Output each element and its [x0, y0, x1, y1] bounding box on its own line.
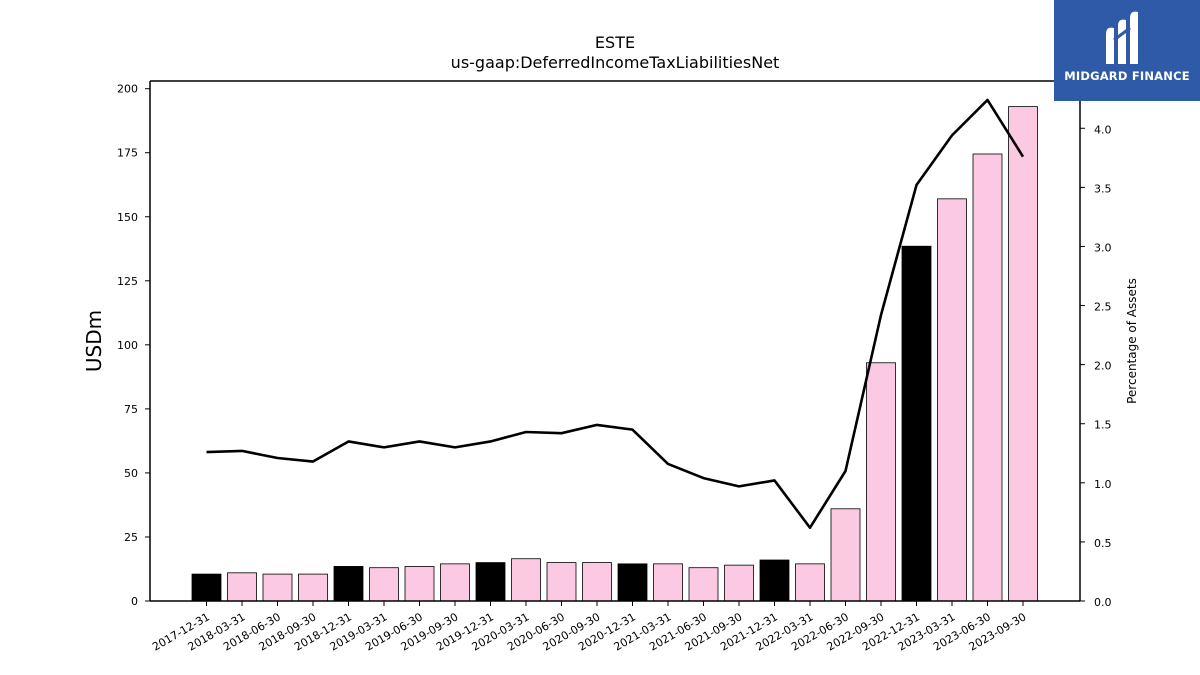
y-tick-label: 150: [117, 211, 138, 224]
bar: [866, 362, 896, 602]
y-tick-label: 125: [117, 275, 138, 288]
series-line: [206, 98, 1025, 530]
bar: [617, 563, 648, 602]
plot-area: 0 25 50 75 100 125 150 175 200 0.0 0.5 1.0 1.5 2.0 2.5…: [117, 80, 1112, 654]
bar: [795, 563, 825, 602]
logo-text: MIDGARD FINANCE: [1064, 69, 1190, 83]
y-tick-label: 175: [117, 147, 138, 160]
y2-axis-label: Percentage of Assets: [1125, 278, 1139, 404]
bar: [333, 566, 364, 602]
y2-tick-label: 2.5: [1094, 301, 1112, 314]
bar: [901, 245, 932, 602]
bar: [937, 198, 967, 602]
bar: [440, 563, 470, 602]
bar: [546, 562, 577, 602]
bar: [582, 562, 612, 602]
y-tick-label: 100: [117, 339, 138, 352]
chart-title: ESTE: [595, 33, 635, 52]
y2-tick-label: 0.0: [1094, 596, 1112, 609]
bar: [653, 563, 683, 602]
bar: [759, 559, 790, 602]
bar: [1008, 106, 1038, 602]
bar: [262, 573, 293, 602]
y-tick-label: 75: [124, 403, 138, 416]
y2-tick-label: 4.0: [1094, 123, 1112, 136]
bar: [724, 564, 754, 602]
y-tick-label: 50: [124, 467, 138, 480]
bar: [688, 567, 719, 602]
y2-tick-label: 3.0: [1094, 241, 1112, 254]
midgard-logo-icon: [1106, 11, 1138, 65]
y-tick-label: 25: [124, 531, 138, 544]
bar: [298, 573, 328, 602]
bar: [191, 573, 222, 602]
bar: [972, 153, 1003, 602]
y-tick-label: 200: [117, 83, 138, 96]
y-axis-label: USDm: [82, 310, 106, 372]
bar: [475, 562, 506, 602]
bar: [369, 567, 399, 602]
y2-tick-label: 1.5: [1094, 419, 1112, 432]
y2-tick-label: 2.0: [1094, 360, 1112, 373]
bar: [830, 508, 861, 602]
brand-logo: MIDGARD FINANCE: [1054, 0, 1200, 101]
bar: [227, 572, 257, 602]
y2-tick-label: 0.5: [1094, 537, 1112, 550]
y-tick-label: 0: [131, 595, 138, 608]
y2-tick-label: 3.5: [1094, 182, 1112, 195]
bar: [511, 558, 541, 602]
chart-subtitle: us-gaap:DeferredIncomeTaxLiabilitiesNet: [451, 53, 780, 72]
bar: [404, 566, 435, 602]
y2-tick-label: 1.0: [1094, 478, 1112, 491]
